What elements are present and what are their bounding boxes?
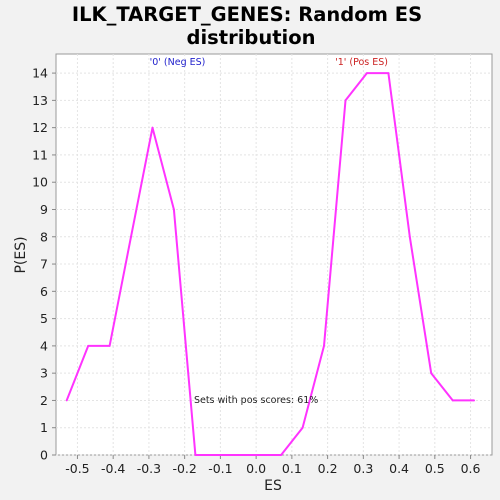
data-point: [151, 126, 154, 129]
y-tick-label: 3: [40, 366, 48, 381]
data-point: [451, 399, 454, 402]
annotation-label: '0' (Neg ES): [150, 57, 206, 68]
data-point: [408, 235, 411, 238]
y-tick-label: 8: [40, 229, 48, 244]
data-point: [65, 399, 68, 402]
data-point: [280, 454, 283, 456]
y-tick-label: 14: [32, 66, 48, 81]
x-tick-label: -0.3: [137, 461, 161, 476]
data-point: [215, 454, 218, 456]
data-point: [430, 372, 433, 375]
chart-title-line-2: distribution: [187, 26, 316, 49]
data-point: [173, 208, 175, 211]
data-point: [194, 454, 197, 456]
y-tick-label: 0: [40, 448, 48, 463]
x-tick-label: 0.6: [461, 461, 481, 476]
y-tick-label: 11: [32, 147, 48, 162]
annotation-label: Sets with pos scores: 61%: [194, 395, 318, 406]
chart-title-line-1: ILK_TARGET_GENES: Random ES: [72, 3, 422, 26]
data-point: [323, 344, 325, 347]
y-tick-label: 9: [40, 202, 48, 217]
y-tick-label: 7: [40, 257, 48, 272]
data-point: [237, 454, 240, 456]
x-tick-label: -0.4: [101, 461, 125, 476]
y-axis-label: P(ES): [13, 236, 29, 273]
y-tick-label: 6: [40, 284, 48, 299]
plot-area: [55, 53, 493, 456]
y-tick-label: 10: [32, 175, 48, 190]
x-tick-label: -0.1: [208, 461, 232, 476]
x-tick-label: 0.2: [318, 461, 338, 476]
grid: [56, 54, 492, 456]
data-point: [130, 235, 132, 238]
x-axis-ticks: -0.5 -0.4 -0.3 -0.2 -0.1 0.0 0.1 0.2 0.3 0.4 0.5 0.…: [65, 455, 481, 476]
annotation-label: '1' (Pos ES): [335, 57, 388, 68]
x-axis-label: ES: [264, 478, 282, 494]
y-tick-label: 13: [32, 93, 48, 108]
data-point: [108, 344, 111, 347]
x-tick-label: -0.2: [172, 461, 196, 476]
es-distribution-line: [65, 72, 475, 456]
data-point: [301, 426, 304, 429]
y-tick-label: 4: [40, 338, 48, 353]
x-tick-label: 0.5: [425, 461, 445, 476]
series-layer: [65, 72, 476, 456]
x-tick-label: 0.0: [246, 461, 266, 476]
data-point: [387, 72, 390, 74]
x-tick-label: 0.1: [282, 461, 302, 476]
y-tick-label: 1: [40, 420, 48, 435]
data-point: [473, 399, 476, 402]
x-tick-label: -0.5: [65, 461, 89, 476]
x-tick-label: 0.4: [389, 461, 409, 476]
annotations: '0' (Neg ES) '1' (Pos ES) Sets with pos sc…: [150, 57, 388, 406]
data-point: [87, 344, 90, 347]
data-point: [258, 454, 261, 456]
data-point: [366, 72, 368, 74]
data-point: [344, 99, 347, 102]
x-tick-label: 0.3: [353, 461, 373, 476]
y-tick-label: 2: [40, 393, 48, 408]
y-tick-label: 12: [32, 120, 48, 135]
y-tick-label: 5: [40, 311, 48, 326]
